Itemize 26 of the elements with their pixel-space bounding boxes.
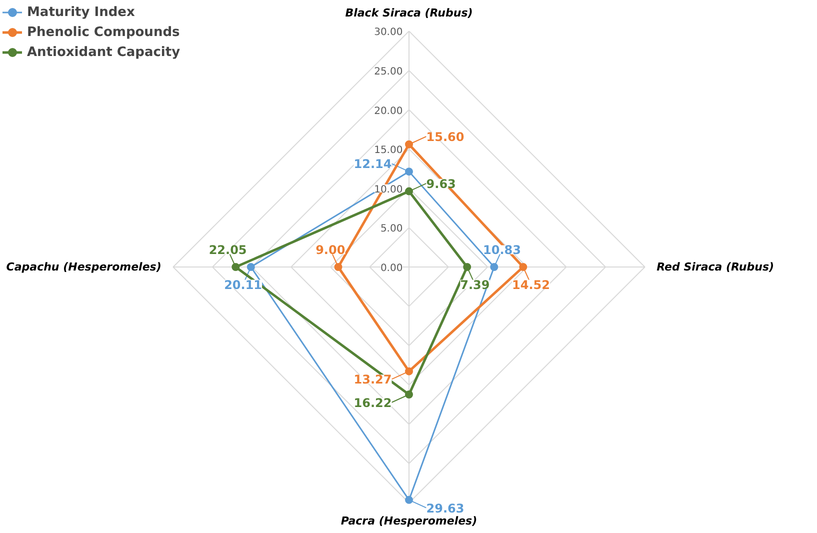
data-label: 22.05 [208,243,247,258]
data-label: 20.11 [224,278,262,292]
y-tick-label: 25.00 [374,66,403,78]
data-label: 9.63 [426,176,456,191]
data-label: 16.22 [354,396,392,410]
spoke-label: Pacra (Hesperomeles) [340,514,478,528]
legend-label: Antioxidant Capacity [27,44,180,60]
legend-label: Maturity Index [27,4,135,20]
data-label: 12.14 [354,157,392,172]
spoke-label: Red Siraca (Rubus) [656,260,774,274]
y-tick-label: 15.00 [374,145,403,156]
y-tick-label: 0.00 [380,263,403,274]
data-label: 14.52 [512,278,550,292]
spoke-label: Capachu (Hesperomeles) [6,260,162,274]
y-tick-label: 20.00 [374,106,403,117]
data-label: 9.00 [316,243,346,258]
data-label: 29.63 [426,501,464,516]
y-tick-label: 5.00 [380,224,403,235]
data-label: 10.83 [483,243,521,258]
data-label: 13.27 [354,372,392,387]
data-label: 7.39 [460,278,490,292]
data-label: 15.60 [426,130,464,144]
legend-label: Phenolic Compounds [27,24,180,40]
y-tick-label: 30.00 [374,27,403,38]
y-tick-label: 10.00 [374,184,403,196]
spoke-label: Black Siraca (Rubus) [345,6,473,20]
